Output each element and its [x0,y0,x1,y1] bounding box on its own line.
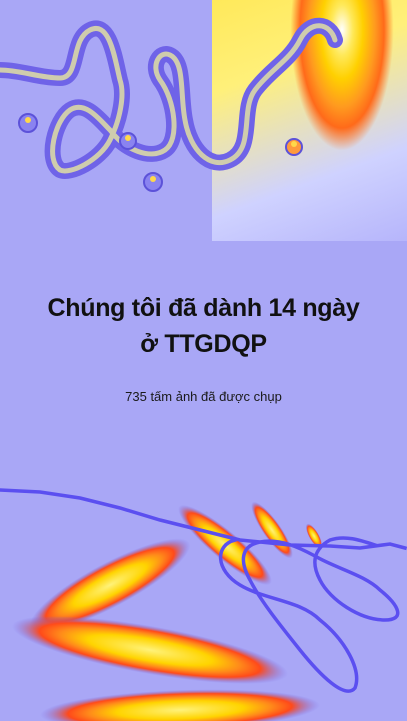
bottom-decoration [0,488,407,721]
heat-blob [40,689,320,721]
bubble-icons [18,113,303,192]
story-headline: Chúng tôi đã dành 14 ngày ở TTGDQP [0,290,407,362]
heat-blob [12,616,288,684]
heat-blob [29,538,191,632]
photo-count-subtitle: 735 tấm ảnh đã được chụp [125,389,282,404]
heat-blob-streaks [12,501,323,721]
headline-line-2: ở TTGDQP [140,330,267,358]
pixel-scribble-line [0,488,407,693]
wavy-tube-decoration [0,17,343,192]
headline-line-1: Chúng tôi đã dành 14 ngày [47,294,360,322]
heat-blob [305,523,323,549]
